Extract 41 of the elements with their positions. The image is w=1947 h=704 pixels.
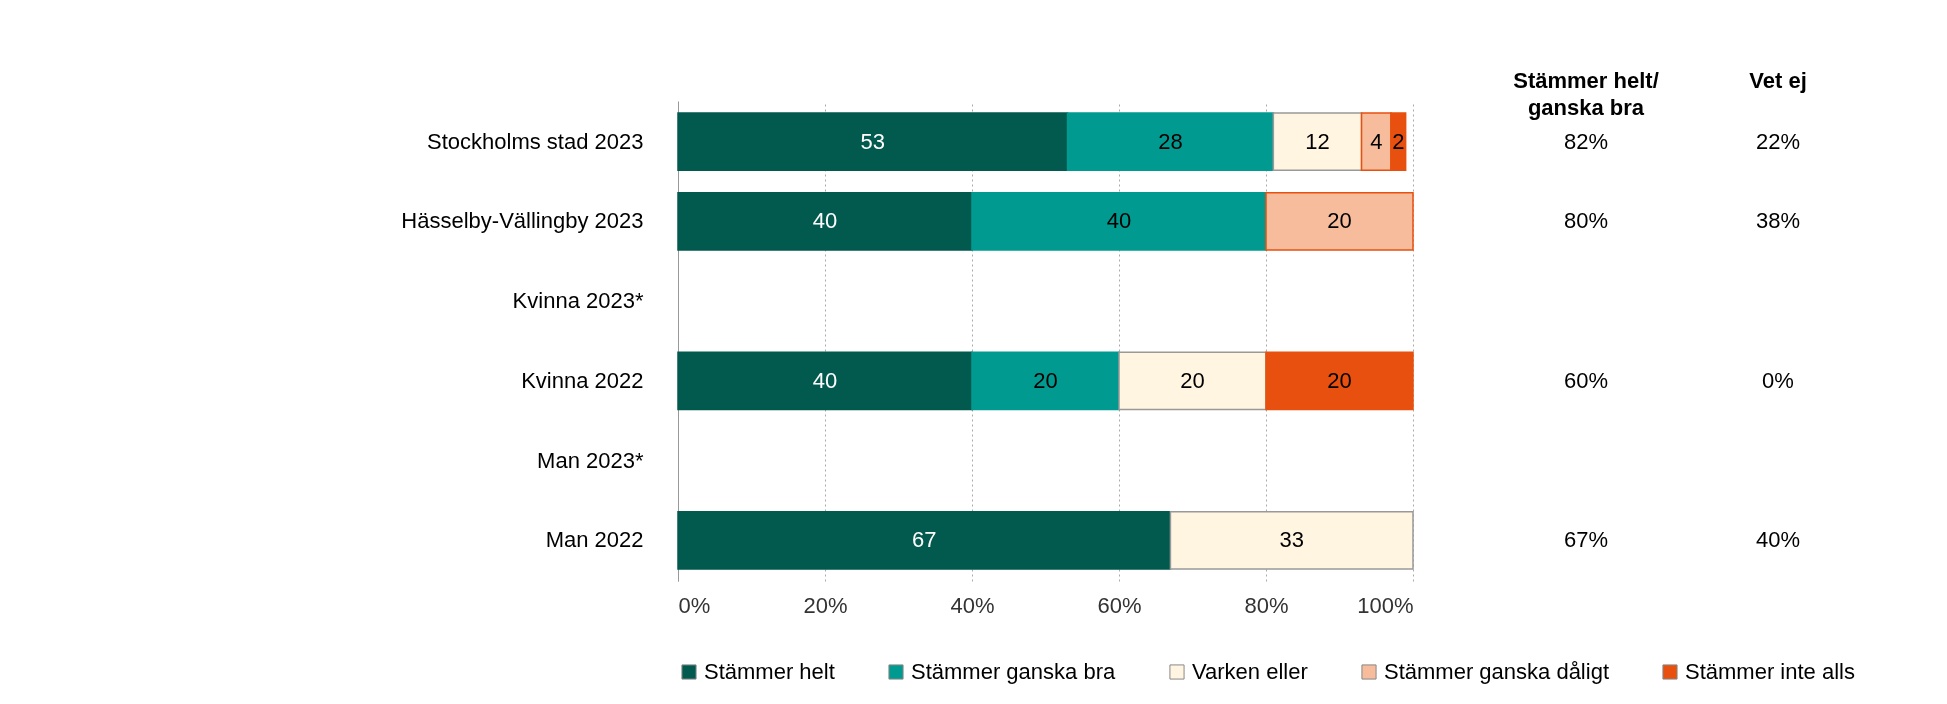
data-label: 53 xyxy=(860,128,886,154)
text: 60% xyxy=(1563,367,1609,393)
text: 67% xyxy=(1563,527,1609,553)
legend-label: Varken eller xyxy=(1192,659,1308,684)
legend-label: Stämmer ganska bra xyxy=(911,659,1116,684)
legend-label: Stämmer helt xyxy=(704,659,835,684)
data-label: 67 xyxy=(911,527,937,553)
text: 22% xyxy=(1755,128,1801,154)
y-tick-label: Kvinna 2023* xyxy=(512,288,644,314)
x-tick-label: 100% xyxy=(1357,592,1414,618)
x-tick-label: 60% xyxy=(1097,592,1142,618)
x-tick-label: 0% xyxy=(678,592,711,618)
text: Vet ej xyxy=(1749,68,1807,93)
y-tick-label: Man 2022 xyxy=(545,527,644,553)
data-label: 2 xyxy=(1392,128,1405,154)
x-tick-label: 20% xyxy=(803,592,848,618)
text: Stämmer helt/ganska bra xyxy=(1513,68,1659,120)
text: 38% xyxy=(1755,208,1801,234)
y-tick-label: Hässelby-Vällingby 2023 xyxy=(401,208,644,234)
legend-label: Stämmer inte alls xyxy=(1685,659,1855,684)
text: 0% xyxy=(1762,367,1794,393)
legend-label: Stämmer ganska dåligt xyxy=(1384,659,1609,684)
data-label: 40 xyxy=(1106,208,1132,234)
x-tick-label: 40% xyxy=(950,592,995,618)
data-label: 20 xyxy=(1180,367,1205,393)
data-label: 4 xyxy=(1370,128,1383,154)
data-label: 33 xyxy=(1279,527,1304,553)
data-label: 40 xyxy=(812,367,838,393)
y-tick-label: Kvinna 2022 xyxy=(521,367,644,393)
text: 40% xyxy=(1755,527,1801,553)
data-label: 20 xyxy=(1033,367,1058,393)
text: 80% xyxy=(1563,208,1609,234)
x-tick-label: 80% xyxy=(1244,592,1289,618)
data-label: 20 xyxy=(1327,367,1352,393)
data-label: 28 xyxy=(1158,128,1183,154)
y-tick-label: Man 2023* xyxy=(537,447,644,473)
y-tick-label: Stockholms stad 2023 xyxy=(427,128,644,154)
text: 82% xyxy=(1563,128,1609,154)
data-label: 20 xyxy=(1327,208,1352,234)
data-label: 12 xyxy=(1305,128,1330,154)
data-label: 40 xyxy=(812,208,838,234)
